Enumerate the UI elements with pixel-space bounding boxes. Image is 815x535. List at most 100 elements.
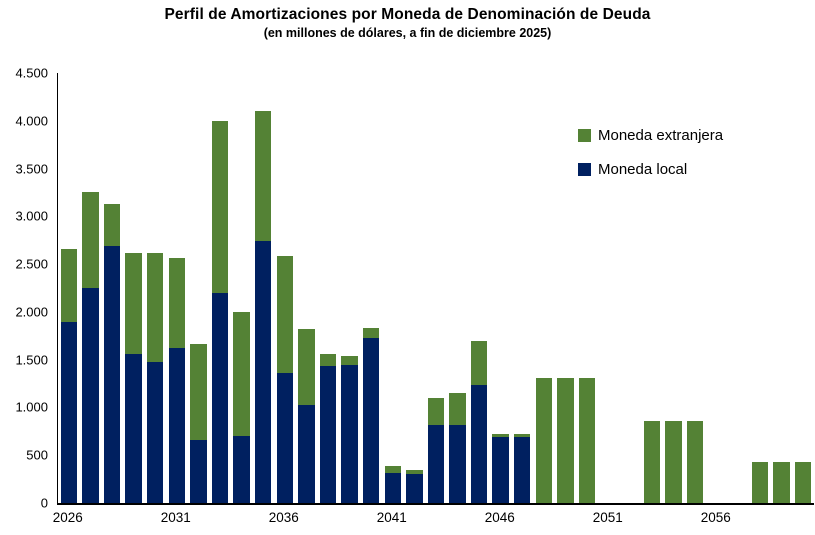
- legend-swatch-icon: [578, 163, 591, 176]
- segment-moneda-local: [233, 436, 250, 503]
- segment-moneda-extranjera: [492, 434, 509, 438]
- stacked-bar-2031: [168, 258, 185, 503]
- stacked-bar-2027: [82, 192, 99, 503]
- bar-slot-2033: [209, 73, 231, 503]
- bars-container: [58, 73, 814, 503]
- segment-moneda-extranjera: [125, 252, 142, 354]
- x-axis-labels: 2026 2031 2036 2041 2046 2051 2056: [53, 510, 813, 530]
- legend-swatch-icon: [578, 129, 591, 142]
- stacked-bar-2046: [492, 434, 509, 503]
- segment-moneda-local: [406, 474, 423, 503]
- chart-subtitle: (en millones de dólares, a fin de diciem…: [263, 26, 552, 40]
- segment-moneda-extranjera: [427, 397, 445, 425]
- x-tick-label: 2036: [268, 510, 299, 525]
- bar-slot-2048: [533, 73, 555, 503]
- segment-moneda-extranjera: [168, 258, 185, 349]
- bar-slot-2049: [555, 73, 577, 503]
- segment-moneda-extranjera: [362, 328, 380, 338]
- segment-moneda-local: [492, 437, 509, 503]
- bar-slot-2034: [231, 73, 253, 503]
- segment-moneda-extranjera: [557, 377, 574, 503]
- stacked-bar-2037: [298, 329, 315, 503]
- stacked-bar-2040: [362, 328, 380, 503]
- legend-label: Moneda local: [598, 161, 688, 178]
- y-tick-label: 3.000: [15, 208, 48, 224]
- bar-slot-2046: [490, 73, 512, 503]
- segment-moneda-extranjera: [233, 311, 250, 437]
- segment-moneda-local: [341, 365, 358, 503]
- segment-moneda-extranjera: [82, 192, 99, 288]
- bar-slot-2045: [468, 73, 490, 503]
- stacked-bar-2048: [535, 377, 553, 503]
- segment-moneda-extranjera: [276, 256, 293, 374]
- segment-moneda-extranjera: [535, 377, 553, 503]
- chart-legend: Moneda extranjera Moneda local: [578, 127, 723, 195]
- stacked-bar-2053: [643, 420, 661, 503]
- plot-area: [57, 73, 814, 505]
- segment-moneda-extranjera: [406, 469, 423, 475]
- segment-moneda-local: [470, 384, 488, 503]
- bar-slot-2030: [144, 73, 166, 503]
- y-tick-label: 3.500: [15, 161, 48, 177]
- stacked-bar-2045: [470, 340, 488, 503]
- legend-label: Moneda extranjera: [598, 127, 724, 144]
- bar-slot-2029: [123, 73, 145, 503]
- segment-moneda-extranjera: [384, 465, 401, 474]
- segment-moneda-local: [298, 404, 315, 503]
- stacked-bar-2038: [319, 353, 337, 503]
- segment-moneda-extranjera: [773, 461, 790, 503]
- bar-slot-2028: [101, 73, 123, 503]
- segment-moneda-extranjera: [470, 340, 488, 385]
- stacked-bar-2059: [773, 461, 790, 503]
- legend-item: Moneda extranjera: [578, 127, 723, 144]
- x-tick-label: 2056: [700, 510, 731, 525]
- x-tick-label: 2046: [484, 510, 515, 525]
- chart-title: Perfil de Amortizaciones por Moneda de D…: [164, 6, 651, 23]
- bar-slot-2027: [80, 73, 102, 503]
- stacked-bar-2049: [557, 377, 574, 503]
- segment-moneda-extranjera: [319, 353, 337, 367]
- stacked-bar-2043: [427, 397, 445, 503]
- y-tick-label: 1.000: [15, 399, 48, 415]
- bar-slot-2035: [252, 73, 274, 503]
- segment-moneda-extranjera: [578, 377, 596, 503]
- stacked-bar-2041: [384, 465, 401, 503]
- bar-slot-2042: [404, 73, 426, 503]
- stacked-bar-2032: [190, 344, 207, 503]
- bar-slot-2059: [771, 73, 793, 503]
- segment-moneda-extranjera: [794, 461, 812, 503]
- segment-moneda-local: [254, 241, 272, 503]
- x-tick-label: 2031: [160, 510, 191, 525]
- segment-moneda-extranjera: [514, 434, 531, 438]
- segment-moneda-extranjera: [298, 329, 315, 405]
- segment-moneda-extranjera: [341, 355, 358, 366]
- segment-moneda-local: [146, 361, 164, 503]
- y-tick-label: 4.500: [15, 65, 48, 81]
- y-tick-label: 2.500: [15, 256, 48, 272]
- segment-moneda-extranjera: [665, 420, 682, 503]
- segment-moneda-local: [168, 348, 185, 503]
- bar-slot-2058: [749, 73, 771, 503]
- bar-slot-2043: [425, 73, 447, 503]
- segment-moneda-extranjera: [190, 344, 207, 440]
- stacked-bar-2030: [146, 252, 164, 503]
- bar-slot-2044: [447, 73, 469, 503]
- segment-moneda-local: [211, 292, 229, 503]
- segment-moneda-local: [384, 473, 401, 503]
- stacked-bar-2058: [751, 461, 768, 503]
- bar-slot-2047: [511, 73, 533, 503]
- segment-moneda-local: [362, 337, 380, 503]
- segment-moneda-extranjera: [103, 203, 121, 246]
- stacked-bar-2042: [406, 469, 423, 503]
- bar-slot-2036: [274, 73, 296, 503]
- stacked-bar-2028: [103, 203, 121, 503]
- bar-slot-2038: [317, 73, 339, 503]
- stacked-bar-2054: [665, 420, 682, 503]
- bar-slot-2053: [641, 73, 663, 503]
- stacked-bar-2034: [233, 311, 250, 503]
- bar-slot-2037: [296, 73, 318, 503]
- stacked-bar-2044: [449, 393, 466, 503]
- stacked-bar-2060: [794, 461, 812, 503]
- bar-slot-2050: [576, 73, 598, 503]
- stacked-bar-2047: [514, 434, 531, 503]
